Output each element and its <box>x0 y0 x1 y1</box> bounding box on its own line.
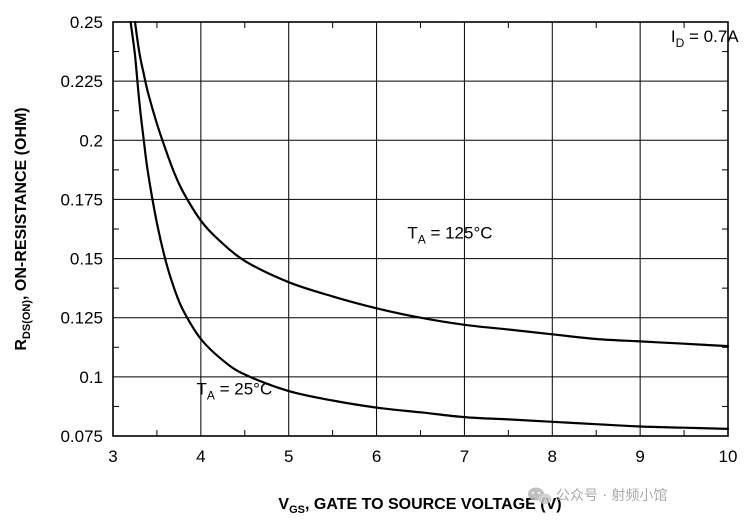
x-tick-label-1: 4 <box>196 447 205 466</box>
y-tick-label-4: 0.175 <box>60 190 103 209</box>
annotation-label-25c: TA = 25°C <box>196 380 272 403</box>
series-line-ta-125c <box>133 20 730 348</box>
y-axis-title: RDS(ON), ON-RESISTANCE (OHM) <box>13 107 33 350</box>
series-line-ta-25c <box>129 20 730 430</box>
x-tick-labels: 3 4 5 6 7 8 9 10 <box>108 447 737 466</box>
y-tick-label-5: 0.2 <box>79 131 103 150</box>
series-layer <box>129 20 730 430</box>
annotation-label-125c: TA = 125°C <box>407 223 492 246</box>
x-tick-label-6: 9 <box>635 447 644 466</box>
y-tick-label-3: 0.15 <box>70 250 103 269</box>
x-axis-title: VGS, GATE TO SOURCE VOLTAGE (V) <box>278 496 561 516</box>
y-tick-label-7: 0.25 <box>70 13 103 32</box>
x-tick-label-5: 8 <box>548 447 557 466</box>
y-tick-labels: 0.075 0.1 0.125 0.15 0.175 0.2 0.225 0.25 <box>60 13 103 446</box>
watermark: 公众号 · 射频小馆 <box>528 487 667 505</box>
y-tick-label-0: 0.075 <box>60 427 103 446</box>
y-tick-label-1: 0.1 <box>79 368 103 387</box>
wechat-icon <box>528 487 552 505</box>
annotation-id-condition: ID = 0.7A <box>671 27 739 50</box>
y-tick-label-6: 0.225 <box>60 72 103 91</box>
x-tick-label-0: 3 <box>108 447 117 466</box>
grid <box>112 21 729 437</box>
y-tick-label-2: 0.125 <box>60 309 103 328</box>
annotations: ID = 0.7A TA = 125°C TA = 25°C <box>196 27 739 402</box>
minor-ticks <box>113 22 728 436</box>
x-tick-label-2: 5 <box>284 447 293 466</box>
x-tick-label-7: 10 <box>719 447 738 466</box>
plot-frame <box>112 21 729 437</box>
watermark-text: 公众号 · 射频小馆 <box>556 488 667 504</box>
x-tick-label-4: 7 <box>460 447 469 466</box>
plot-background <box>113 22 728 436</box>
x-tick-label-3: 6 <box>372 447 381 466</box>
